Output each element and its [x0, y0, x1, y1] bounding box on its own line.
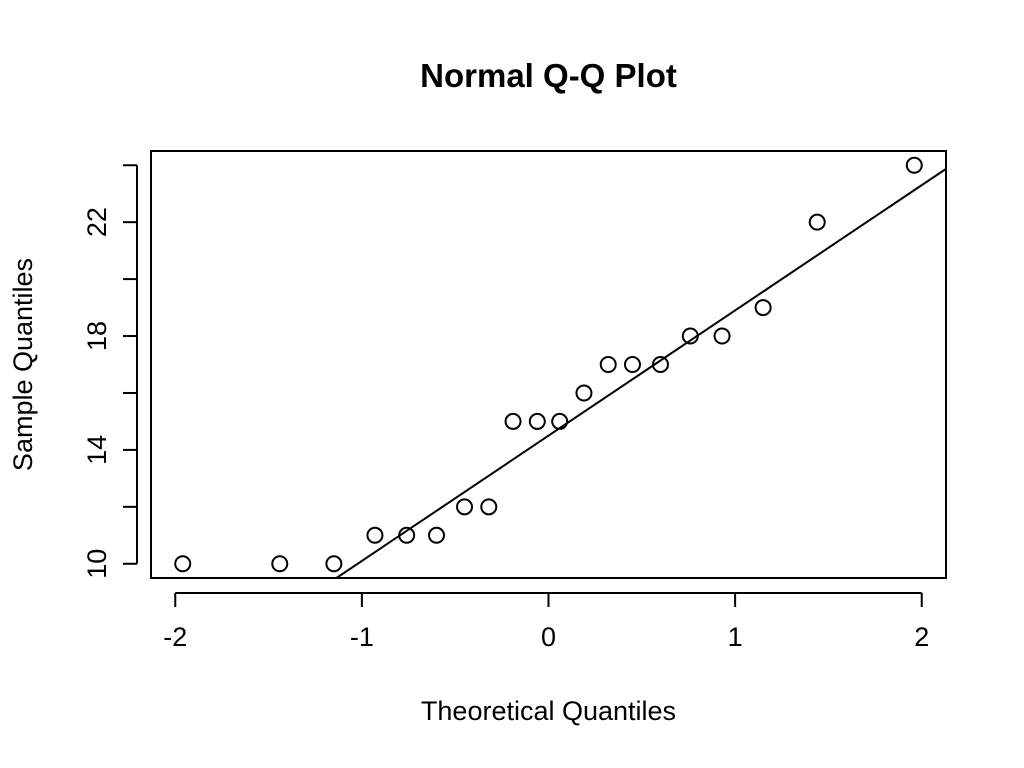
x-axis-label: Theoretical Quantiles	[421, 696, 676, 726]
y-tick-label: 14	[82, 435, 112, 465]
data-point	[428, 526, 446, 544]
qq-reference-line	[335, 168, 947, 579]
y-axis-label: Sample Quantiles	[8, 258, 38, 471]
data-point	[651, 356, 669, 373]
y-tick-label: 10	[82, 549, 112, 579]
data-point	[174, 555, 192, 573]
y-axis: 10 14 18 22	[82, 164, 138, 579]
x-axis: -2 -1 0 1 2	[163, 592, 929, 652]
data-point	[623, 356, 641, 373]
data-points	[174, 156, 923, 573]
data-point	[551, 412, 569, 430]
chart-title: Normal Q-Q Plot	[420, 57, 677, 94]
data-point	[575, 384, 593, 402]
data-point	[754, 299, 772, 317]
x-tick-label: 0	[541, 622, 556, 652]
data-point	[480, 498, 498, 516]
data-point	[271, 555, 289, 573]
data-point	[599, 356, 617, 373]
data-point	[681, 327, 699, 345]
data-point	[398, 526, 416, 544]
y-tick-label: 22	[82, 207, 112, 237]
y-tick-label: 18	[82, 321, 112, 351]
data-point	[456, 498, 474, 516]
data-point	[713, 327, 731, 345]
data-point	[504, 412, 522, 430]
plot-area-frame	[150, 150, 947, 579]
x-tick-label: 2	[914, 622, 929, 652]
x-tick-label: 1	[728, 622, 743, 652]
x-tick-label: -2	[163, 622, 187, 652]
data-point	[808, 213, 826, 231]
data-point	[325, 555, 343, 573]
x-tick-label: -1	[350, 622, 374, 652]
data-point	[905, 156, 923, 174]
data-point	[528, 412, 546, 430]
data-point	[366, 526, 384, 544]
